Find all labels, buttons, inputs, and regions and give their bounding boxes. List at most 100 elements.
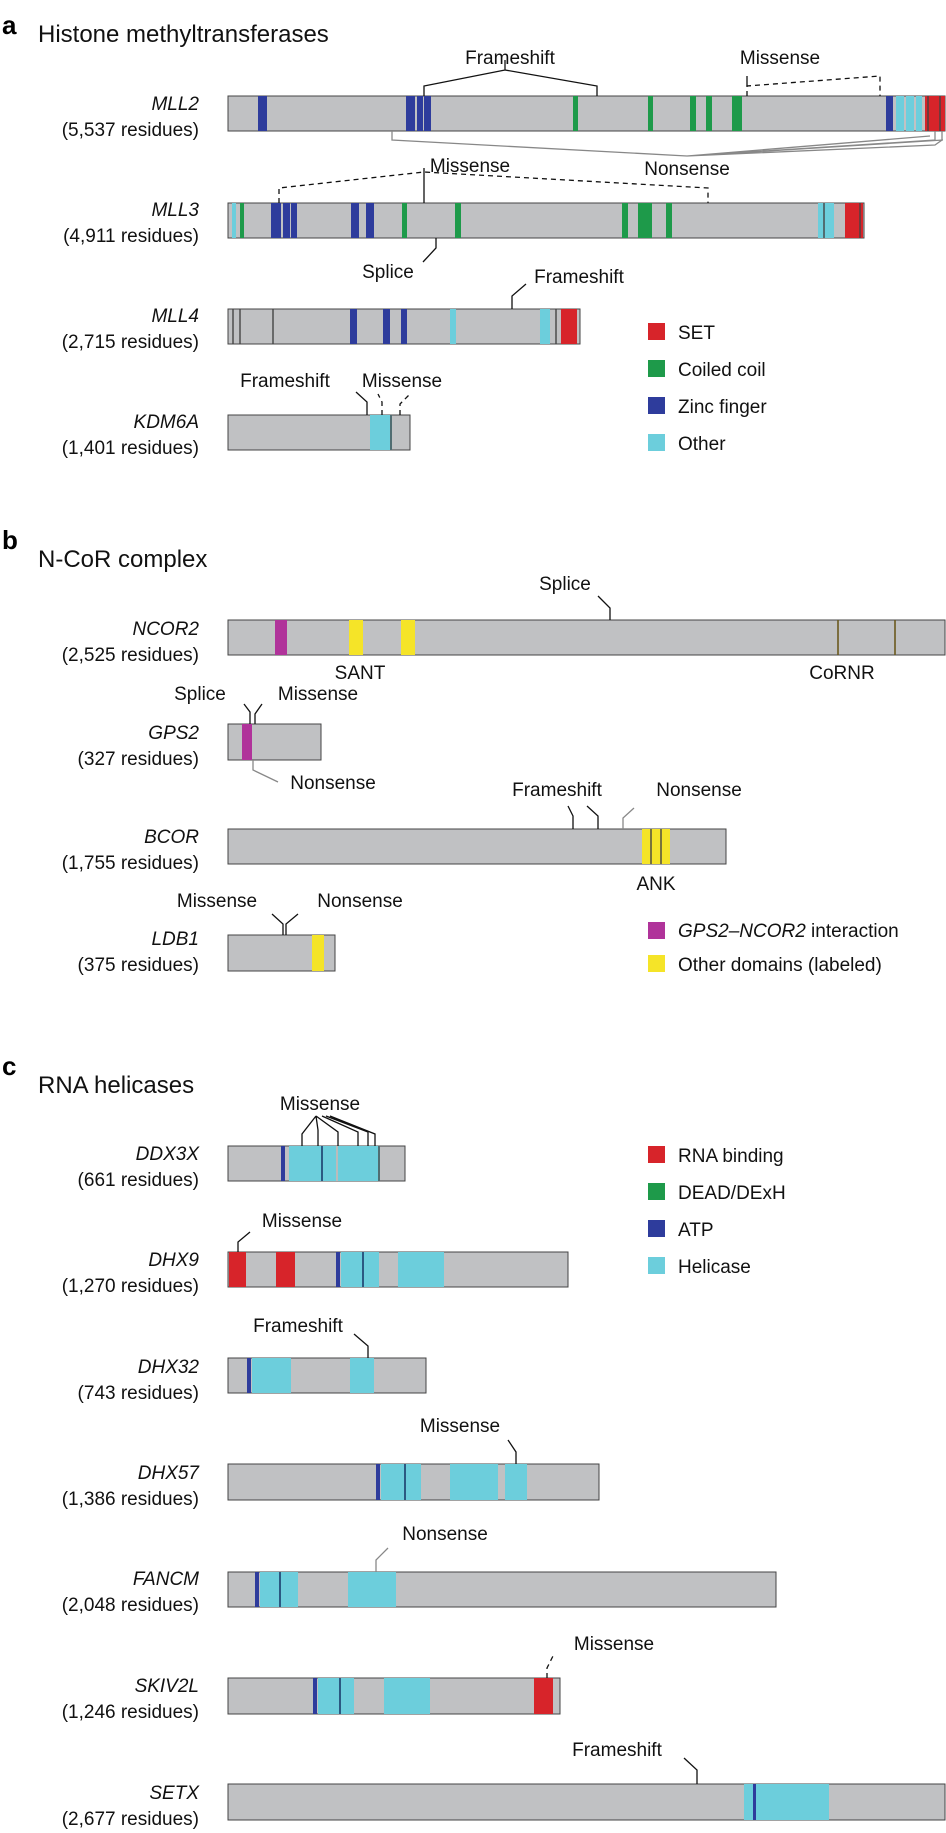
annotation-fancm-nonsense: Nonsense: [402, 1524, 488, 1545]
annotation-bcor-ank: ANK: [636, 874, 675, 895]
gene-residues-setx: (2,677 residues): [62, 1809, 199, 1830]
protein-bar-ddx3x: [227, 1145, 406, 1182]
legend-label-coiled-coil: Coiled coil: [678, 360, 766, 381]
panel-c: c RNA helicases DDX3X (661 residues) Mis…: [2, 1051, 946, 1830]
legend-swatch-atp: [648, 1220, 665, 1237]
panel-b: b N-CoR complex NCOR2 (2,525 residues) S…: [2, 525, 946, 976]
gene-residues-mll2: (5,537 residues): [62, 120, 199, 141]
annotation-mll3-splice: Splice: [362, 262, 414, 283]
gene-name-gps2: GPS2: [148, 723, 199, 744]
gene-name-ncor2: NCOR2: [132, 619, 199, 640]
protein-bar-mll4: [227, 308, 581, 345]
protein-bar-mll2: [227, 95, 946, 132]
gene-residues-ncor2: (2,525 residues): [62, 645, 199, 666]
annotation-gps2-missense: Missense: [278, 684, 358, 705]
legend-label-dead-dexh: DEAD/DExH: [678, 1183, 786, 1204]
gene-residues-dhx57: (1,386 residues): [62, 1489, 199, 1510]
annotation-mll3-missense: Missense: [430, 156, 510, 177]
gene-residues-gps2: (327 residues): [78, 749, 199, 770]
gene-name-mll2: MLL2: [151, 94, 199, 115]
legend-swatch-other-domains: [648, 955, 665, 972]
gene-residues-skiv2l: (1,246 residues): [62, 1702, 199, 1723]
panel-title-a: Histone methyltransferases: [38, 21, 329, 48]
legend-c: RNA binding DEAD/DExH ATP Helicase: [648, 1146, 786, 1278]
legend-a: SET Coiled coil Zinc finger Other: [648, 323, 767, 455]
gene-name-mll3: MLL3: [151, 200, 199, 221]
protein-bar-gps2: [227, 723, 322, 761]
annotation-mll4-frameshift: Frameshift: [534, 267, 624, 288]
protein-bar-dhx32: [227, 1357, 427, 1394]
annotation-bcor-frameshift: Frameshift: [512, 780, 602, 801]
gene-residues-mll3: (4,911 residues): [63, 226, 199, 247]
protein-bar-skiv2l: [227, 1677, 561, 1715]
gene-name-dhx57: DHX57: [138, 1463, 201, 1484]
annotation-ncor2-sant: SANT: [335, 663, 386, 684]
gene-residues-mll4: (2,715 residues): [62, 332, 199, 353]
gene-name-kdm6a: KDM6A: [134, 412, 199, 433]
annotation-ncor2-cornr: CoRNR: [809, 663, 874, 684]
annotation-bcor-nonsense: Nonsense: [656, 780, 742, 801]
gene-residues-ldb1: (375 residues): [78, 955, 199, 976]
gene-residues-bcor: (1,755 residues): [62, 853, 199, 874]
legend-label-interaction-text: interaction: [806, 921, 899, 942]
annotation-dhx57-missense: Missense: [420, 1416, 500, 1437]
legend-label-rna-binding: RNA binding: [678, 1146, 784, 1167]
protein-bar-bcor: [227, 828, 727, 865]
gene-residues-fancm: (2,048 residues): [62, 1595, 199, 1616]
annotation-dhx9-missense: Missense: [262, 1211, 342, 1232]
legend-label-zinc-finger: Zinc finger: [678, 397, 767, 418]
legend-swatch-helicase: [648, 1257, 665, 1274]
annotation-ncor2-splice: Splice: [539, 574, 591, 595]
legend-swatch-other: [648, 434, 665, 451]
protein-bar-mll3: [227, 202, 865, 239]
gene-residues-dhx32: (743 residues): [78, 1383, 199, 1404]
legend-swatch-dead-dexh: [648, 1183, 665, 1200]
annotation-mll2-missense: Missense: [740, 48, 820, 69]
legend-swatch-gps2-ncor2-interaction: [648, 922, 665, 939]
annotation-dhx32-frameshift: Frameshift: [253, 1316, 343, 1337]
gene-name-fancm: FANCM: [133, 1569, 199, 1590]
gene-name-setx: SETX: [149, 1783, 200, 1804]
legend-swatch-zinc-finger: [648, 397, 665, 414]
protein-bar-ncor2: [227, 619, 946, 656]
legend-label-other-domains: Other domains (labeled): [678, 955, 882, 976]
legend-label-helicase: Helicase: [678, 1257, 751, 1278]
legend-label-set: SET: [678, 323, 715, 344]
annotation-ldb1-nonsense: Nonsense: [317, 891, 403, 912]
legend-label-gps2-ncor2-italic: GPS2–NCOR2: [678, 921, 806, 942]
gene-name-dhx9: DHX9: [148, 1250, 199, 1271]
gene-name-bcor: BCOR: [144, 827, 199, 848]
gene-residues-ddx3x: (661 residues): [78, 1170, 199, 1191]
panel-letter-c: c: [2, 1051, 16, 1081]
annotation-mll2-frameshift: Frameshift: [465, 48, 555, 69]
annotation-kdm6a-frameshift: Frameshift: [240, 371, 330, 392]
protein-bar-dhx9: [227, 1251, 569, 1288]
annotation-ddx3x-missense: Missense: [280, 1094, 360, 1115]
gene-residues-kdm6a: (1,401 residues): [62, 438, 199, 459]
gene-residues-dhx9: (1,270 residues): [62, 1276, 199, 1297]
protein-bar-ldb1: [227, 934, 336, 972]
legend-label-atp: ATP: [678, 1220, 714, 1241]
panel-title-c: RNA helicases: [38, 1072, 194, 1099]
panel-letter-a: a: [2, 10, 17, 40]
legend-swatch-set: [648, 323, 665, 340]
legend-label-other: Other: [678, 434, 726, 455]
panel-title-b: N-CoR complex: [38, 546, 207, 573]
annotation-setx-frameshift: Frameshift: [572, 1740, 662, 1761]
legend-b: GPS2–NCOR2 interaction Other domains (la…: [648, 921, 899, 976]
annotation-skiv2l-missense: Missense: [574, 1634, 654, 1655]
legend-label-gps2-ncor2-interaction: GPS2–NCOR2 interaction: [678, 921, 899, 942]
protein-bar-fancm: [227, 1571, 777, 1608]
panel-a: a Histone methyltransferases MLL2 (5,537…: [2, 10, 946, 459]
gene-name-mll4: MLL4: [151, 306, 199, 327]
annotation-ldb1-missense: Missense: [177, 891, 257, 912]
gene-name-ddx3x: DDX3X: [136, 1144, 201, 1165]
annotation-gps2-splice: Splice: [174, 684, 226, 705]
annotation-kdm6a-missense: Missense: [362, 371, 442, 392]
annotation-mll2-nonsense: Nonsense: [644, 159, 730, 180]
gene-name-dhx32: DHX32: [138, 1357, 200, 1378]
panel-letter-b: b: [2, 525, 18, 555]
gene-name-ldb1: LDB1: [151, 929, 199, 950]
annotation-gps2-nonsense: Nonsense: [290, 773, 376, 794]
